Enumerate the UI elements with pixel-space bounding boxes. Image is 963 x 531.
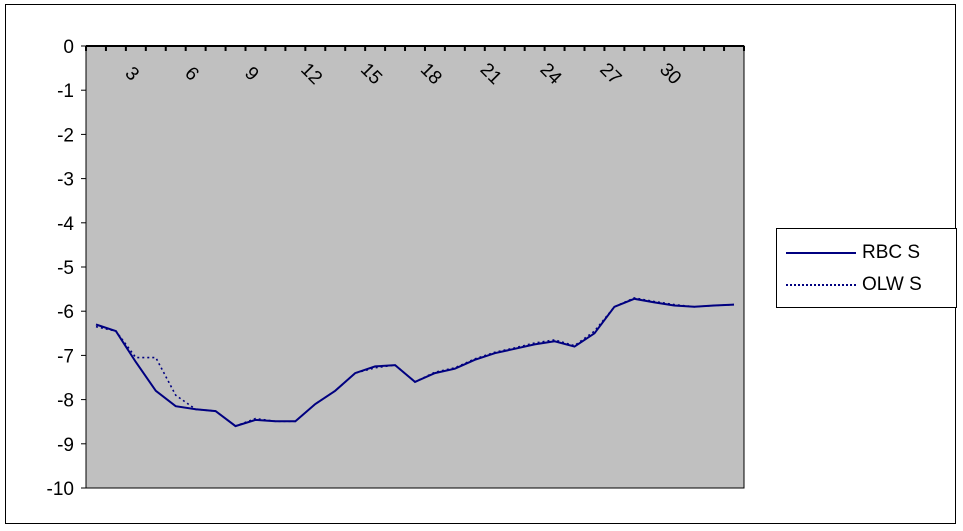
y-tick-label: -5 <box>57 258 74 279</box>
legend-label-olw: OLW S <box>862 274 922 295</box>
legend: RBC S OLW S <box>776 228 957 308</box>
series-layer <box>95 297 735 428</box>
legend-item-olw: OLW S <box>777 272 956 298</box>
chart-svg: 0-1-2-3-4-5-6-7-8-9-103 6 9 12 15 18 21 24 27 30 <box>47 37 745 500</box>
legend-label-rbc: RBC S <box>862 242 921 263</box>
y-tick-label: -9 <box>57 435 74 456</box>
series-line-rbc-s <box>95 297 735 428</box>
y-tick-label: -1 <box>57 81 74 102</box>
y-tick-label: -6 <box>57 302 74 323</box>
legend-swatch-rbc <box>786 252 856 254</box>
y-tick-label: -3 <box>57 170 74 191</box>
y-tick-label: -8 <box>57 391 74 412</box>
y-tick-label: -4 <box>57 214 74 235</box>
plot-area <box>85 45 745 489</box>
y-tick-label: 0 <box>63 37 74 58</box>
y-tick-label: -7 <box>57 346 74 367</box>
y-tick-label: -2 <box>57 125 74 146</box>
legend-swatch-olw <box>786 284 856 286</box>
chart-area: 0 -1 -2 -3 -4 -5 -6 -7 -8 -9 -10 3 6 9 12 15 18 21 24 27 30 … <box>5 4 957 524</box>
y-tick-label: -10 <box>47 479 74 500</box>
legend-item-rbc: RBC S <box>777 240 956 266</box>
